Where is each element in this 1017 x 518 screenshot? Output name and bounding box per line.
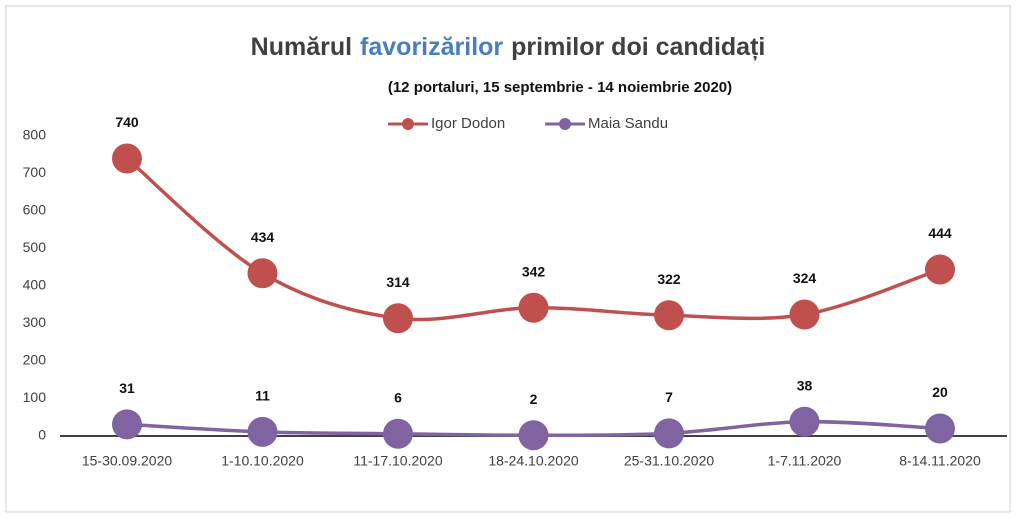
point [925,413,955,444]
y-tick-label: 0 [38,427,46,443]
data-label: 31 [119,380,135,396]
y-tick-label: 100 [23,389,47,405]
point [654,300,684,331]
legend-label: Igor Dodon [431,115,505,132]
x-tick-label: 15-30.09.2020 [82,453,173,469]
x-tick-label: 11-17.10.2020 [353,453,442,469]
y-tick-label: 500 [23,239,47,255]
data-label: 7 [665,389,673,405]
y-tick-label: 800 [23,127,47,143]
point [247,258,278,289]
title-part: primilor doi candidați [511,33,765,61]
data-label: 324 [793,270,817,286]
point [518,420,549,451]
data-label: 434 [251,229,275,245]
data-label: 314 [386,274,410,290]
legend-marker [402,118,414,130]
title-part: Numărul [251,33,352,61]
legend-label: Maia Sandu [588,115,668,132]
y-tick-label: 400 [23,277,47,293]
point [247,416,278,447]
x-tick-label: 25-31.10.2020 [624,453,715,469]
point [925,254,955,285]
point [383,303,413,334]
x-tick-label: 1-10.10.2020 [221,453,304,469]
data-label: 6 [394,389,402,405]
data-label: 444 [928,225,952,241]
title-highlight: favorizărilor [360,33,503,61]
data-label: 2 [530,391,538,407]
chart-title: Numărul favorizărilor primilor doi candida… [251,33,766,61]
point [789,299,820,330]
chart-subtitle: (12 portaluri, 15 septembrie - 14 noiemb… [388,79,732,96]
point [112,409,142,440]
legend-marker [559,118,571,130]
x-tick-label: 1-7.11.2020 [768,453,842,469]
data-label: 38 [797,377,813,393]
point [518,292,549,323]
point [112,143,142,174]
y-tick-label: 300 [23,314,47,330]
x-tick-label: 8-14.11.2020 [899,453,981,469]
point [654,418,684,449]
data-label: 740 [115,114,139,130]
data-label: 20 [932,384,948,400]
data-label: 11 [255,388,270,404]
x-tick-label: 18-24.10.2020 [488,453,579,469]
data-label: 322 [657,271,681,287]
point [383,418,413,449]
data-label: 342 [522,263,546,279]
y-tick-label: 200 [23,352,47,368]
point [789,406,820,437]
y-tick-label: 600 [23,202,47,218]
y-tick-label: 700 [23,164,47,180]
